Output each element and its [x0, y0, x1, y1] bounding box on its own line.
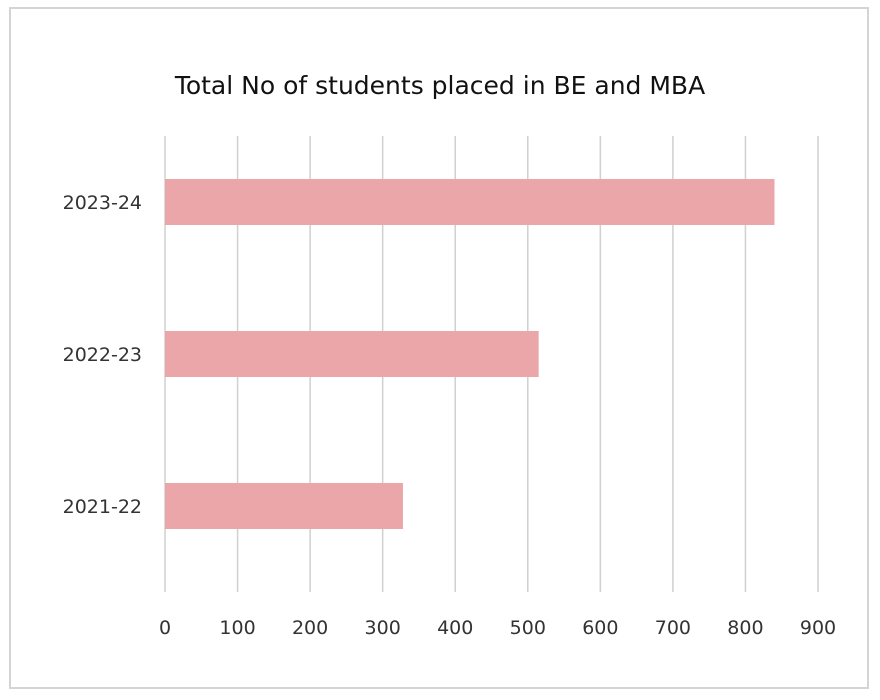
- bars: [165, 179, 775, 529]
- x-tick-label: 100: [219, 617, 255, 639]
- x-tick-label: 0: [159, 617, 171, 639]
- x-tick-labels: 0 100 200 300 400 500 600 700 800 900: [159, 617, 836, 639]
- category-label: 2021-22: [63, 496, 142, 518]
- category-label: 2023-24: [63, 192, 142, 214]
- chart-title: Total No of students placed in BE and MB…: [174, 71, 705, 100]
- category-labels: 2023-24 2022-23 2021-22: [63, 192, 142, 518]
- bar: [165, 179, 775, 225]
- category-label: 2022-23: [63, 344, 142, 366]
- x-tick-label: 200: [292, 617, 328, 639]
- x-tick-label: 300: [365, 617, 401, 639]
- x-tick-label: 500: [510, 617, 546, 639]
- x-tick-label: 400: [437, 617, 473, 639]
- x-tick-label: 800: [727, 617, 763, 639]
- bar: [165, 331, 539, 377]
- x-tick-label: 900: [800, 617, 836, 639]
- x-tick-label: 600: [582, 617, 618, 639]
- bar: [165, 483, 403, 529]
- x-tick-label: 700: [655, 617, 691, 639]
